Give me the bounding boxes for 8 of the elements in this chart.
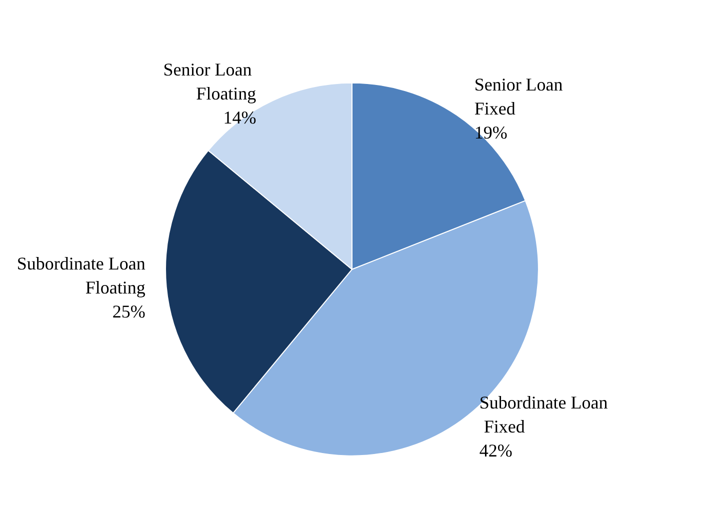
data-label: 42% (479, 440, 512, 461)
slice-label: Subordinate Loan Floating (16, 254, 146, 298)
data-label: 25% (112, 302, 146, 322)
data-label: 19% (474, 122, 508, 143)
slice-label: Subordinate Loan Fixed (479, 392, 608, 437)
data-label: 14% (223, 107, 256, 128)
slice-label: Senior Loan Floating (163, 59, 256, 104)
slice-label: Senior Loan Fixed (474, 74, 568, 119)
